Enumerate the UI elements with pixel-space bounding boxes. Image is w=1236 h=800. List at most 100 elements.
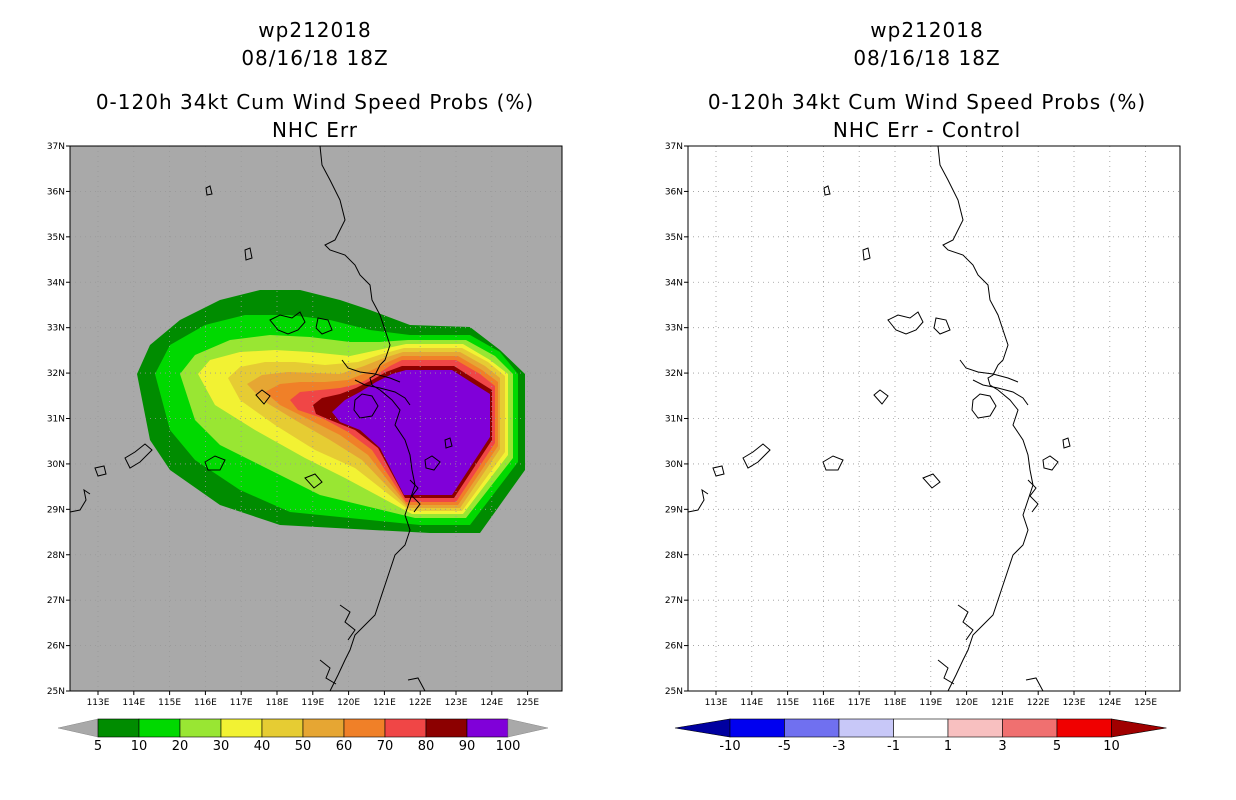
left-colorbar-low-triangle xyxy=(57,718,99,738)
left-colorbar-swatch xyxy=(138,718,181,738)
left-map: 37N36N35N34N33N32N31N30N29N28N27N26N25N … xyxy=(47,142,563,708)
left-lat-label: 30N xyxy=(47,460,65,470)
left-lon-label: 119E xyxy=(301,698,324,708)
left-colorbar-swatch xyxy=(384,718,427,738)
right-lat-label: 26N xyxy=(665,642,683,652)
right-lat-label: 30N xyxy=(665,460,683,470)
right-colorbar-swatch xyxy=(729,718,785,738)
left-gridlines xyxy=(70,146,562,691)
right-map: 37N36N35N34N33N32N31N30N29N28N27N26N25N … xyxy=(665,142,1181,708)
left-colorbar-swatch xyxy=(261,718,304,738)
left-lat-label: 35N xyxy=(47,233,65,243)
right-colorbar-swatch xyxy=(1056,718,1112,738)
right-lon-label: 124E xyxy=(1098,698,1121,708)
left-lat-label: 36N xyxy=(47,187,65,197)
left-title-line1: wp212018 xyxy=(258,18,372,42)
right-lon-label: 119E xyxy=(919,698,942,708)
left-colorbar-label: 60 xyxy=(336,739,353,754)
left-lat-label: 32N xyxy=(47,369,65,379)
left-lon-labels: 113E 114E 115E 116E 117E 118E 119E 120E 121E 122E… xyxy=(87,691,539,708)
left-lat-label: 28N xyxy=(47,551,65,561)
left-colorbar-swatch xyxy=(220,718,263,738)
right-colorbar-label: 1 xyxy=(944,739,952,754)
right-lon-labels: 113E 114E 115E 116E 117E 118E 119E 120E 121E 122E… xyxy=(705,691,1157,708)
right-lon-label: 116E xyxy=(812,698,835,708)
left-colorbar-label: 30 xyxy=(213,739,230,754)
right-lon-label: 113E xyxy=(705,698,728,708)
right-lat-label: 32N xyxy=(665,369,683,379)
left-lat-label: 26N xyxy=(47,642,65,652)
left-colorbar-label: 20 xyxy=(172,739,189,754)
left-colorbar-label: 90 xyxy=(459,739,476,754)
right-lon-label: 120E xyxy=(955,698,978,708)
right-colorbar-label: 10 xyxy=(1103,739,1120,754)
right-title-line4: NHC Err - Control xyxy=(832,118,1022,142)
right-lon-label: 121E xyxy=(991,698,1014,708)
left-lon-label: 115E xyxy=(158,698,181,708)
right-lat-label: 37N xyxy=(665,142,683,152)
right-lat-label: 36N xyxy=(665,187,683,197)
right-lon-label: 122E xyxy=(1027,698,1050,708)
left-lon-label: 116E xyxy=(194,698,217,708)
right-lat-label: 31N xyxy=(665,415,683,425)
right-colorbar-high-triangle xyxy=(1111,718,1167,738)
left-lat-label: 25N xyxy=(47,687,65,697)
right-colorbar-label: -3 xyxy=(833,739,846,754)
left-colorbar-label: 50 xyxy=(295,739,312,754)
right-colorbar-label: -10 xyxy=(719,739,740,754)
right-lon-label: 117E xyxy=(848,698,871,708)
right-lat-label: 25N xyxy=(665,687,683,697)
right-lon-label: 118E xyxy=(884,698,907,708)
left-lat-label: 37N xyxy=(47,142,65,152)
left-title-line3: 0-120h 34kt Cum Wind Speed Probs (%) xyxy=(95,90,535,114)
left-lat-labels: 37N 36N 35N 34N 33N 32N 31N 30N 29N 28N 27N 26N 25N xyxy=(47,142,70,697)
right-colorbar-label: -5 xyxy=(778,739,791,754)
left-colorbar-label: 40 xyxy=(254,739,271,754)
right-lat-label: 33N xyxy=(665,324,683,334)
left-lon-label: 114E xyxy=(122,698,145,708)
right-colorbar-swatch xyxy=(1002,718,1058,738)
right-colorbar-label: -1 xyxy=(887,739,900,754)
right-title-line2: 08/16/18 18Z xyxy=(853,46,1001,70)
left-probability-field xyxy=(70,146,562,691)
right-colorbar: -10 -5 -3 -1 1 3 5 10 xyxy=(674,718,1167,754)
left-lat-label: 27N xyxy=(47,596,65,606)
left-lon-label: 121E xyxy=(373,698,396,708)
right-lon-label: 115E xyxy=(776,698,799,708)
left-colorbar-swatch xyxy=(425,718,468,738)
right-lat-label: 34N xyxy=(665,278,683,288)
left-colorbar-swatch xyxy=(97,718,140,738)
left-lat-label: 31N xyxy=(47,415,65,425)
left-lon-label: 125E xyxy=(516,698,539,708)
left-lon-label: 122E xyxy=(409,698,432,708)
left-colorbar: 5 10 20 30 40 50 60 70 80 90 100 xyxy=(57,718,549,754)
right-lat-labels: 37N 36N 35N 34N 33N 32N 31N 30N 29N 28N 27N 26N 25N xyxy=(665,142,688,697)
right-lat-label: 35N xyxy=(665,233,683,243)
left-colorbar-label: 80 xyxy=(418,739,435,754)
right-colorbar-swatch xyxy=(784,718,840,738)
right-lat-label: 29N xyxy=(665,505,683,515)
right-colorbar-low-triangle xyxy=(674,718,731,738)
left-lon-label: 120E xyxy=(337,698,360,708)
left-lon-label: 123E xyxy=(445,698,468,708)
left-colorbar-label: 70 xyxy=(377,739,394,754)
left-lon-label: 117E xyxy=(230,698,253,708)
left-colorbar-label: 5 xyxy=(94,739,102,754)
right-lon-label: 114E xyxy=(740,698,763,708)
right-colorbar-label: 5 xyxy=(1053,739,1061,754)
left-colorbar-label: 100 xyxy=(496,739,521,754)
left-colorbar-swatch xyxy=(466,718,509,738)
left-title-line2: 08/16/18 18Z xyxy=(241,46,389,70)
left-lat-label: 29N xyxy=(47,505,65,515)
left-title-line4: NHC Err xyxy=(271,118,359,142)
left-colorbar-high-triangle xyxy=(507,718,549,738)
left-colorbar-swatch xyxy=(179,718,222,738)
right-colorbar-label: 3 xyxy=(998,739,1006,754)
right-title-line1: wp212018 xyxy=(870,18,984,42)
left-lon-label: 124E xyxy=(480,698,503,708)
right-colorbar-swatch xyxy=(893,718,949,738)
left-colorbar-swatch xyxy=(302,718,345,738)
right-colorbar-swatch xyxy=(838,718,894,738)
right-lon-label: 123E xyxy=(1063,698,1086,708)
right-lat-label: 28N xyxy=(665,551,683,561)
